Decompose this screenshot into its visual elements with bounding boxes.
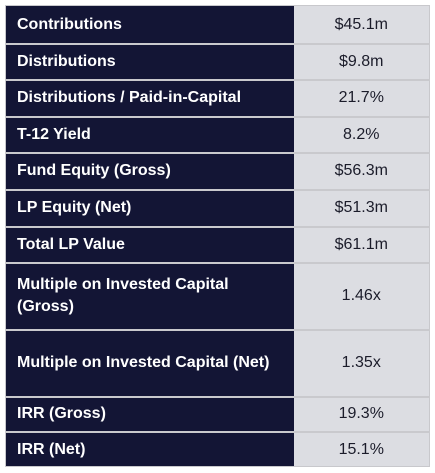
table-row: Fund Equity (Gross) $56.3m (5, 152, 430, 192)
metric-value: 21.7% (293, 79, 430, 119)
table-row: Total LP Value $61.1m (5, 226, 430, 265)
metric-value: $45.1m (293, 5, 430, 46)
metric-value: $9.8m (293, 44, 430, 81)
metric-label: Distributions / Paid-in-Capital (5, 79, 294, 119)
table-row: Multiple on Invested Capital (Gross) 1.4… (5, 263, 430, 331)
table-row: Distributions / Paid-in-Capital 21.7% (5, 79, 430, 119)
metric-value: 1.46x (293, 263, 430, 331)
metric-label: Distributions (5, 44, 294, 81)
metric-value: 15.1% (293, 432, 430, 467)
metric-label: Multiple on Invested Capital (Gross) (5, 263, 294, 331)
metric-value: 8.2% (293, 117, 430, 154)
table-row: Distributions $9.8m (5, 44, 430, 81)
metric-label: IRR (Net) (5, 432, 294, 467)
table-row: Contributions $45.1m (5, 5, 430, 46)
metric-label: LP Equity (Net) (5, 190, 294, 228)
table-row: Multiple on Invested Capital (Net) 1.35x (5, 329, 430, 398)
table-row: IRR (Gross) 19.3% (5, 396, 430, 434)
metric-value: $61.1m (293, 226, 430, 265)
metric-value: $51.3m (293, 190, 430, 228)
metric-label: Total LP Value (5, 226, 294, 265)
metric-label: Multiple on Invested Capital (Net) (5, 329, 294, 398)
metric-label: Fund Equity (Gross) (5, 152, 294, 192)
metric-label: Contributions (5, 5, 294, 46)
metric-label: IRR (Gross) (5, 396, 294, 434)
table-row: IRR (Net) 15.1% (5, 432, 430, 467)
metric-label: T-12 Yield (5, 117, 294, 154)
metric-value: 19.3% (293, 396, 430, 434)
fund-metrics-table: Contributions $45.1m Distributions $9.8m… (5, 5, 430, 467)
metric-value: 1.35x (293, 329, 430, 398)
metric-value: $56.3m (293, 152, 430, 192)
table-row: T-12 Yield 8.2% (5, 117, 430, 154)
table-row: LP Equity (Net) $51.3m (5, 190, 430, 228)
